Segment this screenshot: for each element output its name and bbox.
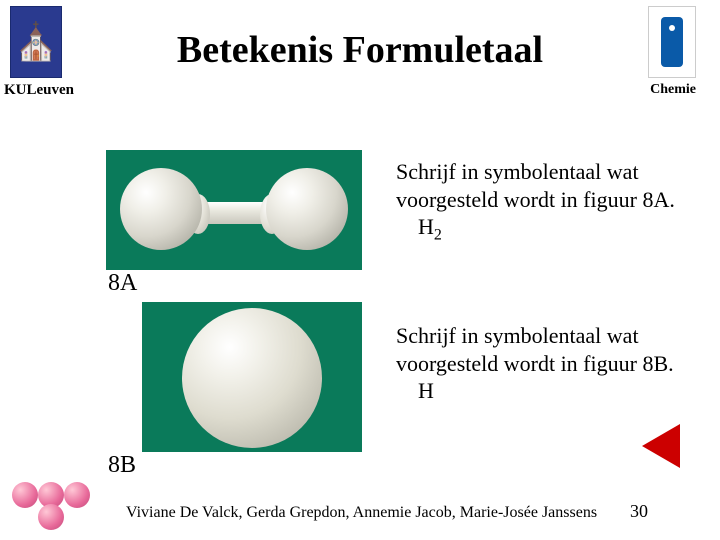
footer-authors: Viviane De Valck, Gerda Grepdon, Annemie… bbox=[126, 504, 597, 522]
question-8b: Schrijf in symbolentaal wat voorgesteld … bbox=[396, 322, 692, 409]
answer-8a-sub: 2 bbox=[434, 226, 442, 243]
decor-ball bbox=[64, 482, 90, 508]
page-title: Betekenis Formuletaal bbox=[0, 28, 720, 72]
figure-8a-image bbox=[106, 150, 362, 270]
figure-8b-label: 8B bbox=[108, 452, 136, 479]
atom-left bbox=[120, 168, 202, 250]
question-8b-prompt: Schrijf in symbolentaal wat voorgesteld … bbox=[396, 323, 674, 376]
nav-back-button[interactable] bbox=[642, 424, 680, 468]
institution-label: KULeuven bbox=[4, 82, 74, 99]
figure-8a-label: 8A bbox=[108, 270, 137, 297]
question-8a-answer: H2 bbox=[418, 214, 442, 239]
question-8a: Schrijf in symbolentaal wat voorgesteld … bbox=[396, 158, 692, 245]
answer-8b-base: H bbox=[418, 378, 434, 403]
atom-single bbox=[182, 308, 322, 448]
figure-8b-image bbox=[142, 302, 362, 452]
molecule-h2 bbox=[128, 172, 340, 248]
question-8a-prompt: Schrijf in symbolentaal wat voorgesteld … bbox=[396, 159, 675, 212]
department-label: Chemie bbox=[650, 82, 696, 98]
corner-molecules-icon bbox=[8, 470, 90, 532]
question-8b-answer: H bbox=[418, 378, 434, 403]
answer-8a-base: H bbox=[418, 214, 434, 239]
decor-ball bbox=[12, 482, 38, 508]
decor-ball bbox=[38, 504, 64, 530]
page-number: 30 bbox=[630, 501, 648, 522]
atom-right bbox=[266, 168, 348, 250]
